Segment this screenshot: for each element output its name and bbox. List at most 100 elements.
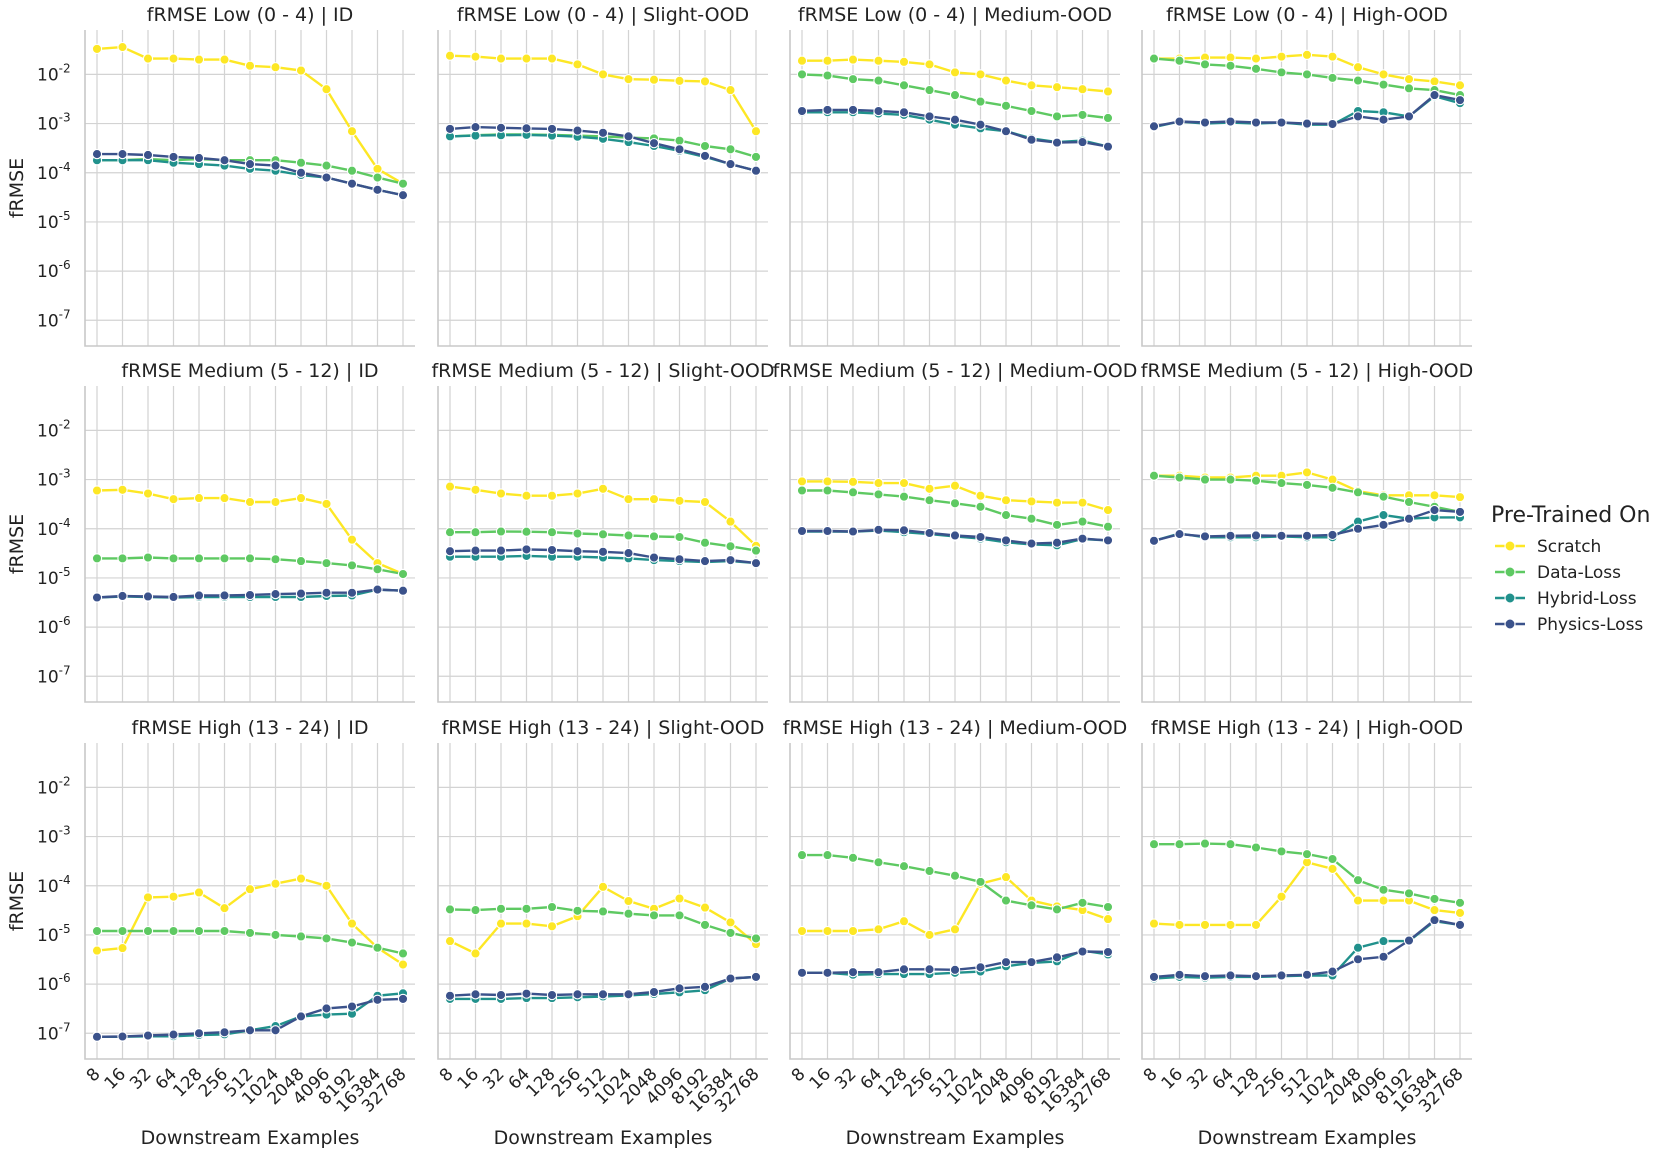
data-point-data-loss (1199, 474, 1211, 485)
data-point-data-loss (1199, 59, 1211, 70)
data-point-physics-loss (117, 1031, 128, 1042)
data-point-physics-loss (346, 1001, 358, 1012)
data-point-scratch (648, 494, 660, 505)
data-point-scratch (1301, 467, 1313, 478)
data-point-physics-loss (898, 107, 910, 118)
data-point-physics-loss (725, 973, 736, 984)
data-point-physics-loss (244, 158, 256, 170)
data-point-scratch (1327, 863, 1338, 875)
data-point-scratch (898, 477, 910, 489)
data-point-physics-loss (796, 967, 808, 978)
data-point-scratch (321, 498, 332, 510)
data-point-data-loss (521, 526, 532, 537)
data-point-scratch (572, 488, 583, 499)
data-point-physics-loss (142, 1030, 154, 1041)
y-tick-label: 10-6 (37, 971, 71, 995)
y-tick-label: 10-3 (37, 824, 71, 848)
data-point-physics-loss (648, 138, 660, 149)
y-tick-exponent: -6 (59, 971, 71, 985)
data-point-scratch (244, 884, 256, 895)
panel-title: fRMSE Medium (5 - 12) | Slight-OOD (431, 360, 774, 382)
data-point-data-loss (975, 96, 986, 107)
legend-label: Hybrid-Loss (1537, 589, 1637, 609)
data-point-physics-loss (699, 555, 711, 567)
data-point-scratch (597, 881, 609, 893)
axis-spine (1141, 30, 1472, 347)
panel-0: fRMSE Low (0 - 4) | ID10-710-610-510-410… (6, 4, 415, 347)
data-point-physics-loss (346, 587, 358, 598)
data-point-scratch (117, 484, 128, 495)
x-axis-label: Downstream Examples (494, 1127, 713, 1148)
y-tick-base: 10 (37, 421, 59, 441)
data-point-physics-loss (470, 989, 481, 1000)
data-point-physics-loss (495, 122, 507, 133)
data-point-data-loss (1403, 83, 1415, 94)
data-point-scratch (444, 935, 456, 947)
data-point-scratch (572, 59, 583, 70)
data-point-scratch (321, 84, 332, 95)
data-point-data-loss (1301, 69, 1313, 80)
data-point-data-loss (1051, 904, 1063, 915)
data-point-physics-loss (470, 121, 481, 133)
data-point-physics-loss (270, 588, 281, 600)
data-point-scratch (924, 483, 935, 494)
data-point-physics-loss (796, 525, 808, 537)
data-point-physics-loss (750, 557, 762, 569)
x-tick-label: 8 (1140, 1064, 1162, 1086)
data-point-data-loss (168, 925, 179, 937)
y-tick-base: 10 (37, 828, 59, 848)
data-point-data-loss (699, 537, 711, 548)
y-tick-exponent: -4 (59, 516, 71, 530)
data-point-scratch (546, 921, 558, 932)
data-point-physics-loss (321, 172, 332, 183)
data-point-scratch (898, 916, 910, 927)
data-point-physics-loss (975, 962, 986, 973)
data-point-data-loss (470, 904, 481, 916)
data-point-data-loss (1352, 75, 1364, 86)
data-point-data-loss (495, 526, 507, 537)
data-point-physics-loss (1454, 94, 1466, 106)
y-tick-base: 10 (37, 778, 59, 798)
y-tick-base: 10 (37, 164, 59, 184)
data-point-physics-loss (1051, 537, 1063, 548)
x-axis-label: Downstream Examples (141, 1127, 360, 1148)
data-point-data-loss (372, 942, 383, 953)
axis-spine (1141, 743, 1472, 1060)
data-point-data-loss (725, 541, 736, 552)
data-point-physics-loss (321, 1003, 332, 1014)
y-tick-label: 10-4 (37, 873, 71, 897)
x-tick-label: 8 (788, 1064, 810, 1086)
data-point-scratch (1301, 49, 1313, 60)
y-tick-label: 10-5 (37, 209, 71, 233)
data-point-physics-loss (648, 552, 660, 563)
data-point-physics-loss (572, 989, 583, 1000)
data-point-data-loss (397, 948, 409, 959)
y-tick-base: 10 (37, 311, 59, 331)
data-point-physics-loss (295, 1011, 307, 1022)
data-point-scratch (1378, 69, 1389, 80)
data-point-physics-loss (1000, 956, 1012, 968)
data-point-physics-loss (1174, 969, 1185, 980)
panel-title: fRMSE High (13 - 24) | High-OOD (1151, 717, 1463, 739)
data-point-physics-loss (193, 1028, 205, 1039)
y-tick-label: 10-2 (37, 774, 71, 798)
data-point-hybrid-loss (1352, 942, 1364, 953)
data-point-data-loss (1102, 112, 1114, 124)
data-point-physics-loss (949, 114, 961, 125)
legend-swatch-marker (1504, 566, 1516, 578)
data-point-scratch (1276, 51, 1287, 62)
data-point-physics-loss (372, 584, 383, 595)
data-point-scratch (193, 887, 205, 898)
data-point-data-loss (1026, 513, 1037, 524)
data-point-data-loss (295, 931, 307, 942)
data-point-scratch (924, 59, 935, 70)
data-point-data-loss (1225, 474, 1236, 485)
data-point-scratch (346, 918, 358, 929)
axis-spine (84, 743, 415, 1060)
y-tick-base: 10 (37, 115, 59, 135)
data-point-physics-loss (597, 127, 609, 138)
axis-spine (437, 743, 768, 1060)
data-point-scratch (1102, 913, 1114, 925)
y-tick-base: 10 (37, 65, 59, 85)
data-point-physics-loss (796, 105, 808, 117)
